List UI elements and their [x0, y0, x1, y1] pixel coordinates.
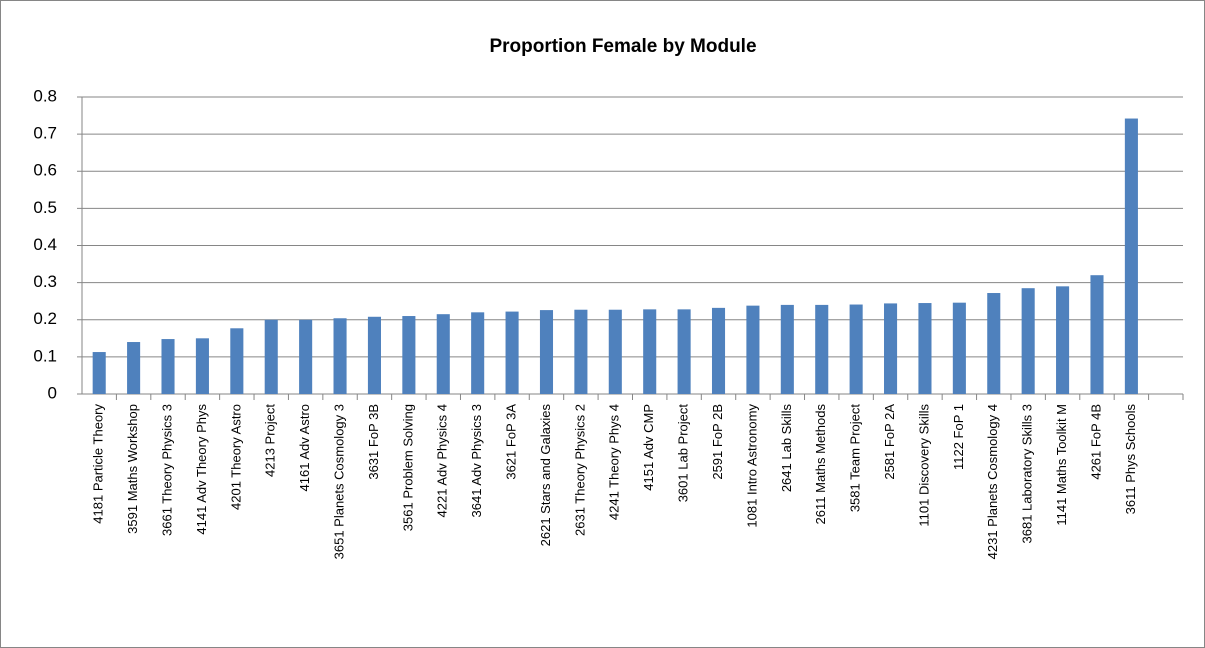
- bar: [849, 304, 863, 394]
- x-tick-label: 4213 Project: [263, 404, 278, 477]
- y-tick-label: 0.8: [33, 86, 57, 105]
- bar: [608, 309, 622, 394]
- x-tick-label: 4261 FoP 4B: [1088, 404, 1103, 480]
- y-tick-label: 0.5: [33, 198, 57, 217]
- bar: [1021, 288, 1035, 394]
- bar: [333, 318, 347, 394]
- bar: [643, 309, 657, 394]
- bar: [918, 303, 932, 394]
- bar: [711, 307, 726, 394]
- bar: [471, 312, 485, 394]
- x-tick-label: 3601 Lab Project: [676, 404, 691, 503]
- x-tick-label: 1101 Discovery Skills: [916, 404, 931, 527]
- bar: [987, 293, 1001, 394]
- y-tick-label: 0.2: [33, 309, 57, 328]
- x-tick-label: 1081 Intro Astronomy: [744, 404, 759, 528]
- x-tick-label: 2641 Lab Skills: [779, 404, 794, 493]
- bar: [1124, 118, 1138, 394]
- x-tick-label: 4201 Theory Astro: [228, 404, 243, 510]
- x-tick-label: 3651 Planets Cosmology 3: [331, 404, 346, 559]
- bar: [402, 316, 416, 394]
- x-tick-label: 4241 Theory Phys 4: [607, 404, 622, 520]
- bar: [574, 309, 588, 394]
- x-tick-label: 4161 Adv Astro: [297, 404, 312, 491]
- bar: [436, 314, 450, 394]
- bar: [677, 309, 691, 394]
- x-tick-label: 3611 Phys Schools: [1123, 404, 1138, 515]
- bar: [952, 302, 966, 394]
- x-tick-label: 4151 Adv CMP: [641, 404, 656, 491]
- x-tick-label: 3591 Maths Workshop: [125, 404, 140, 534]
- bar: [367, 316, 381, 394]
- bar: [299, 319, 313, 394]
- y-tick-label: 0.6: [33, 161, 57, 180]
- bar: [195, 338, 209, 394]
- x-tick-label: 3561 Problem Solving: [400, 404, 415, 531]
- x-tick-label: 2631 Theory Physics 2: [572, 404, 587, 536]
- x-tick-label: 1141 Maths Toolkit M: [1054, 404, 1069, 526]
- x-tick-label: 3641 Adv Physics 3: [469, 404, 484, 517]
- x-tick-label: 4231 Planets Cosmology 4: [985, 404, 1000, 559]
- bar: [815, 304, 829, 394]
- y-tick-label: 0: [48, 383, 57, 402]
- bar: [264, 319, 278, 394]
- bar: [161, 339, 175, 394]
- bar: [884, 303, 898, 394]
- y-tick-label: 0.3: [33, 272, 57, 291]
- chart-title: Proportion Female by Module: [489, 36, 756, 57]
- bar: [1090, 275, 1104, 394]
- x-tick-label: 4141 Adv Theory Phys: [194, 404, 209, 535]
- bar: [1056, 286, 1070, 394]
- x-tick-label: 2611 Maths Methods: [813, 404, 828, 525]
- x-tick-label: 3621 FoP 3A: [504, 404, 519, 480]
- y-tick-label: 0.1: [33, 346, 57, 365]
- x-tick-label: 3681 Laboratory Skills 3: [1020, 404, 1035, 543]
- x-tick-label: 4181 Particle Theory: [91, 404, 106, 524]
- bar: [539, 310, 554, 394]
- y-tick-label: 0.7: [33, 124, 57, 143]
- x-tick-label: 4221 Adv Physics 4: [435, 404, 450, 517]
- x-tick-label: 2581 FoP 2A: [882, 404, 897, 480]
- x-tick-label: 3581 Team Project: [848, 404, 863, 513]
- x-tick-label: 3631 FoP 3B: [366, 404, 381, 480]
- bar: [780, 304, 794, 394]
- bar: [230, 328, 244, 394]
- bar: [92, 352, 106, 394]
- x-tick-label: 3661 Theory Physics 3: [159, 404, 174, 536]
- bar: [127, 342, 141, 394]
- bar: [505, 311, 519, 394]
- x-tick-label: 2591 FoP 2B: [710, 404, 725, 480]
- y-tick-label: 0.4: [33, 235, 57, 254]
- x-tick-label: 2621 Stars and Galaxies: [538, 404, 553, 547]
- bar: [746, 305, 760, 394]
- x-tick-label: 1122 FoP 1: [951, 404, 966, 470]
